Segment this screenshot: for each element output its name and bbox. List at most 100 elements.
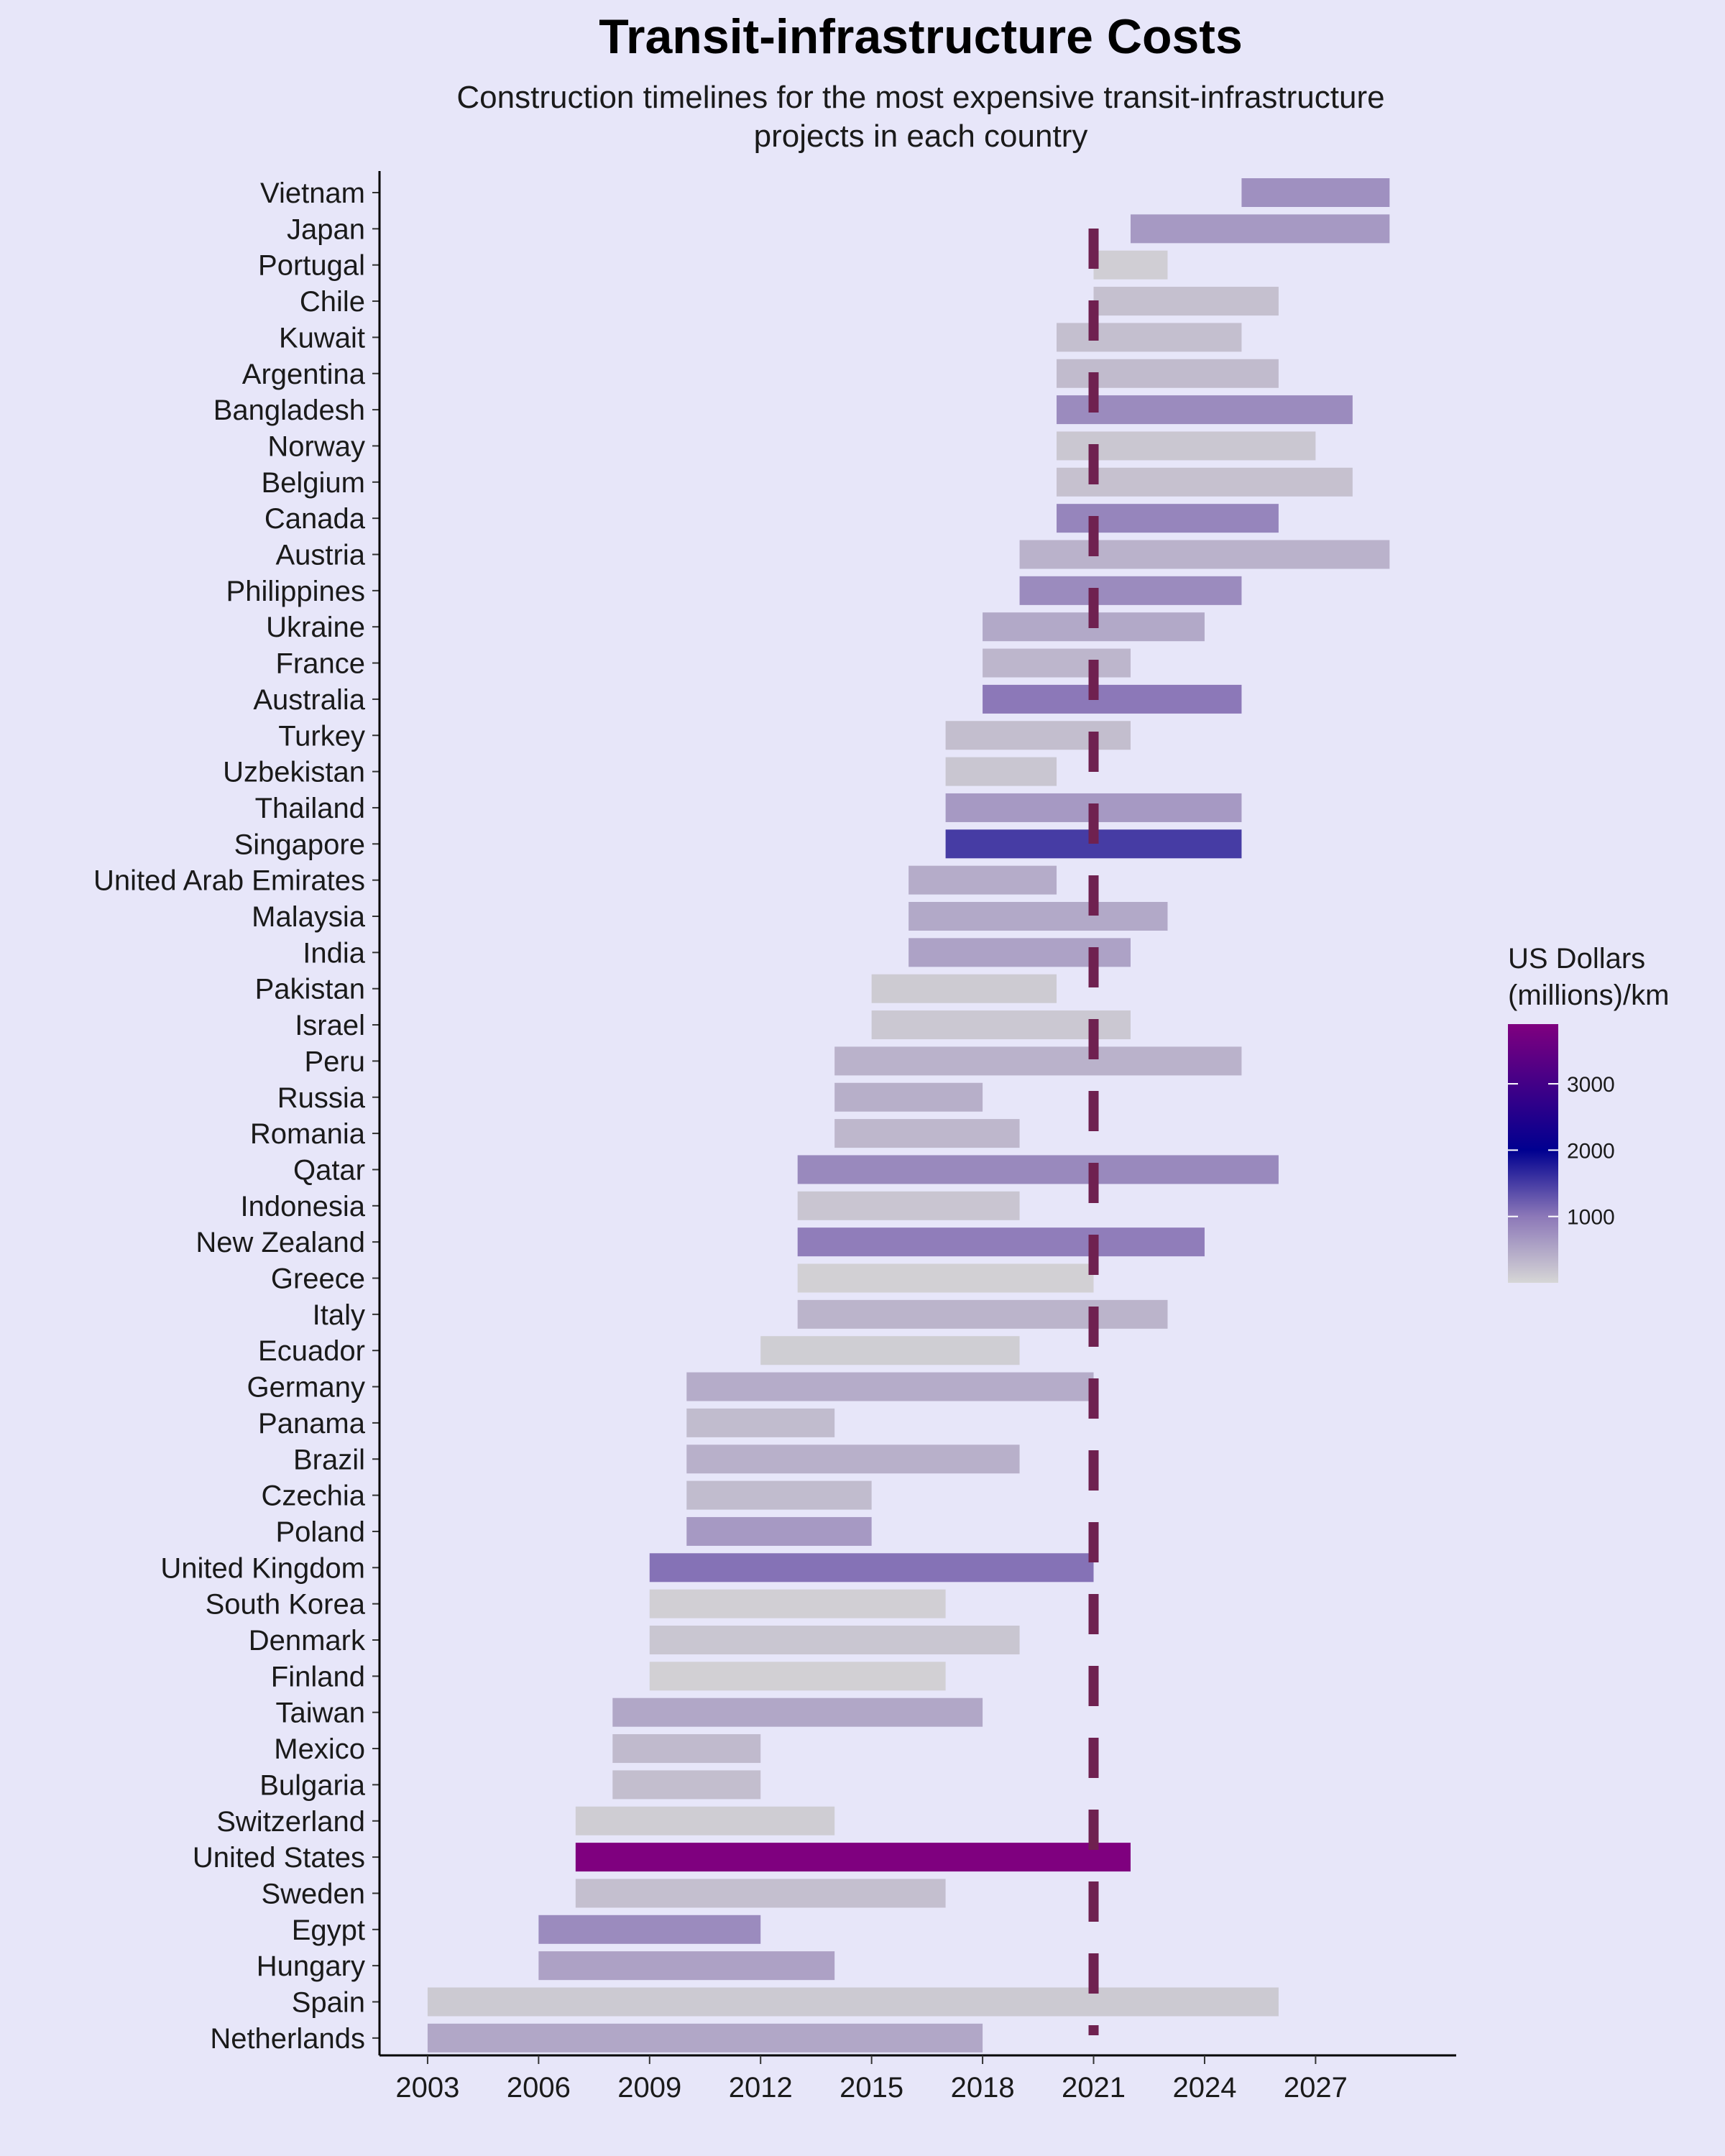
bar-switzerland — [575, 1806, 835, 1835]
y-label-norway: Norway — [267, 430, 365, 462]
bar-indonesia — [797, 1191, 1020, 1220]
y-label-austria: Austria — [276, 540, 366, 571]
y-label-qatar: Qatar — [293, 1154, 365, 1186]
legend-tick-label-1000: 1000 — [1567, 1206, 1615, 1230]
y-label-canada: Canada — [264, 503, 366, 535]
bar-belgium — [1057, 467, 1353, 497]
bar-peru — [834, 1046, 1242, 1076]
y-label-india: India — [303, 937, 365, 969]
y-label-sweden: Sweden — [261, 1878, 365, 1909]
y-label-bulgaria: Bulgaria — [259, 1769, 366, 1801]
bar-taiwan — [612, 1697, 983, 1727]
bar-brazil — [686, 1445, 1020, 1474]
y-label-hungary: Hungary — [257, 1950, 365, 1982]
bar-norway — [1057, 431, 1316, 461]
bar-hungary — [538, 1951, 835, 1981]
y-label-ecuador: Ecuador — [258, 1335, 365, 1367]
y-label-israel: Israel — [295, 1010, 365, 1041]
y-label-czechia: Czechia — [261, 1480, 365, 1512]
x-tick-label-2015: 2015 — [840, 2072, 903, 2104]
x-tick-label-2024: 2024 — [1172, 2072, 1236, 2104]
y-label-malaysia: Malaysia — [252, 901, 366, 933]
bar-denmark — [649, 1626, 1020, 1654]
y-label-kuwait: Kuwait — [279, 322, 365, 354]
bar-vietnam — [1241, 178, 1390, 207]
y-label-russia: Russia — [277, 1082, 366, 1114]
y-label-germany: Germany — [247, 1372, 366, 1404]
bar-czechia — [686, 1480, 872, 1510]
legend-tick-label-3000: 3000 — [1567, 1073, 1615, 1097]
bar-germany — [686, 1372, 1094, 1401]
bar-japan — [1130, 214, 1390, 244]
bar-poland — [686, 1516, 872, 1546]
bars-layer — [427, 178, 1390, 2053]
y-label-mexico: Mexico — [274, 1733, 365, 1765]
bar-qatar — [797, 1155, 1279, 1184]
y-label-singapore: Singapore — [234, 829, 365, 860]
bar-united-kingdom — [649, 1553, 1094, 1583]
bar-south-korea — [649, 1589, 946, 1618]
y-label-united-arab-emirates: United Arab Emirates — [93, 865, 365, 897]
bar-kuwait — [1057, 323, 1242, 352]
x-tick-label-2006: 2006 — [507, 2072, 571, 2104]
chart-title: Transit-infrastructure Costs — [599, 9, 1243, 64]
x-tick-label-2027: 2027 — [1284, 2072, 1348, 2104]
bar-ecuador — [760, 1336, 1020, 1365]
y-label-france: France — [276, 648, 366, 680]
bar-panama — [686, 1408, 835, 1437]
bar-australia — [983, 684, 1242, 714]
x-axis-ticks: 2003 2006 2009 2012 2015 2018 2021 2024 2027 — [395, 2055, 1348, 2104]
y-label-japan: Japan — [287, 213, 365, 245]
y-label-uzbekistan: Uzbekistan — [223, 757, 365, 788]
bar-italy — [797, 1299, 1168, 1329]
bar-chile — [1093, 287, 1279, 316]
y-label-italy: Italy — [313, 1299, 365, 1331]
bar-spain — [427, 1987, 1279, 2017]
y-label-taiwan: Taiwan — [275, 1697, 365, 1729]
y-label-argentina: Argentina — [242, 359, 366, 390]
y-label-vietnam: Vietnam — [260, 178, 365, 209]
y-label-pakistan: Pakistan — [255, 974, 365, 1005]
bar-bulgaria — [612, 1770, 761, 1800]
y-label-indonesia: Indonesia — [241, 1191, 366, 1222]
bar-egypt — [538, 1915, 761, 1944]
bar-uzbekistan — [945, 757, 1057, 786]
y-label-finland: Finland — [271, 1661, 365, 1692]
x-tick-label-2009: 2009 — [617, 2072, 681, 2104]
x-tick-label-2012: 2012 — [729, 2072, 793, 2104]
chart-subtitle-line-2: projects in each country — [754, 119, 1088, 154]
y-label-denmark: Denmark — [249, 1625, 366, 1657]
y-label-romania: Romania — [250, 1118, 366, 1150]
bar-turkey — [945, 721, 1131, 750]
bar-netherlands — [427, 2023, 983, 2053]
bar-malaysia — [908, 902, 1168, 931]
bar-austria — [1019, 540, 1390, 569]
y-label-united-states: United States — [193, 1842, 365, 1874]
y-label-egypt: Egypt — [292, 1915, 365, 1946]
y-axis-labels: Vietnam Japan Portugal Chile Kuwait Argentina… — [93, 178, 380, 2055]
bar-france — [983, 648, 1131, 678]
bar-united-states — [575, 1843, 1131, 1872]
bar-pakistan — [871, 974, 1057, 1003]
bar-greece — [797, 1263, 1094, 1293]
y-label-belgium: Belgium — [261, 467, 365, 499]
bar-bangladesh — [1057, 395, 1353, 425]
y-label-peru: Peru — [305, 1046, 366, 1077]
bar-romania — [834, 1119, 1020, 1148]
y-label-greece: Greece — [271, 1263, 365, 1295]
bar-sweden — [575, 1879, 946, 1908]
bar-israel — [871, 1010, 1131, 1040]
y-label-switzerland: Switzerland — [216, 1806, 365, 1838]
y-label-turkey: Turkey — [278, 720, 365, 752]
y-label-australia: Australia — [253, 684, 365, 716]
y-label-netherlands: Netherlands — [210, 2023, 365, 2055]
y-label-united-kingdom: United Kingdom — [160, 1552, 365, 1584]
y-label-new-zealand: New Zealand — [196, 1227, 365, 1258]
plot-area: Vietnam Japan Portugal Chile Kuwait Argentina… — [93, 171, 1456, 2104]
x-tick-label-2003: 2003 — [395, 2072, 459, 2104]
x-tick-label-2021: 2021 — [1062, 2072, 1126, 2104]
y-label-brazil: Brazil — [293, 1444, 365, 1475]
y-label-panama: Panama — [258, 1408, 366, 1439]
